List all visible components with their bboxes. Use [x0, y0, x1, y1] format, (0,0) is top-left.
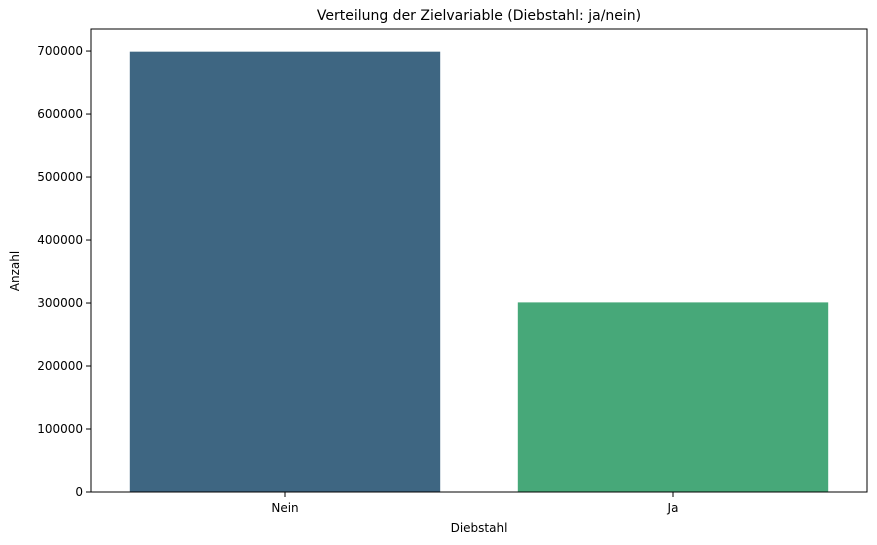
- y-tick-label: 400000: [37, 233, 83, 247]
- y-tick-label: 700000: [37, 44, 83, 58]
- bars-group: [129, 51, 829, 492]
- bar-ja: [517, 302, 829, 492]
- x-axis-label: Diebstahl: [451, 521, 508, 535]
- y-tick-label: 500000: [37, 170, 83, 184]
- y-tick-label: 100000: [37, 422, 83, 436]
- y-tick-label: 600000: [37, 107, 83, 121]
- x-tick-label: Nein: [271, 501, 298, 515]
- x-axis: Nein Ja: [271, 492, 678, 515]
- plot-frame: [90, 28, 868, 493]
- x-tick-label: Ja: [667, 501, 679, 515]
- y-tick-label: 0: [75, 485, 83, 499]
- bar-nein: [129, 51, 441, 492]
- y-tick-label: 200000: [37, 359, 83, 373]
- chart-title: Verteilung der Zielvariable (Diebstahl: …: [317, 8, 641, 24]
- y-axis: 0 100000 200000 300000 400000 500000 600000 700…: [37, 44, 91, 499]
- y-axis-label: Anzahl: [8, 251, 22, 291]
- y-tick-label: 300000: [37, 296, 83, 310]
